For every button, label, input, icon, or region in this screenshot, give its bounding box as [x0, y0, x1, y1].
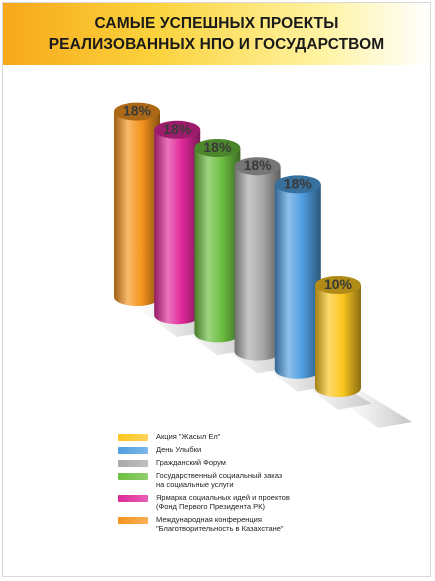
bar-body: [114, 111, 160, 306]
legend-label: Гражданский Форум: [156, 458, 226, 467]
chart-title-line-2: РЕАЛИЗОВАННЫХ НПО И ГОСУДАРСТВОМ: [48, 36, 385, 53]
bar-3: [194, 139, 241, 343]
legend-label: Акция "Жасыл Ел": [156, 432, 221, 441]
legend-swatch: [118, 517, 148, 524]
bar-top: [154, 120, 201, 139]
chart-title: САМЫЕ УСПЕШНЫХ ПРОЕКТЫ РЕАЛИЗОВАННЫХ НПО…: [3, 13, 430, 55]
bar-shadow: [332, 390, 412, 428]
legend-label: Международная конференция "Благотворител…: [156, 515, 284, 533]
legend-label: День Улыбки: [156, 445, 202, 454]
legend-label: Ярмарка социальных идей и проектов (Фонд…: [156, 493, 290, 511]
bar-body: [234, 166, 281, 361]
legend-item: Ярмарка социальных идей и проектов (Фонд…: [118, 493, 418, 511]
legend-item: Акция "Жасыл Ел": [118, 432, 418, 441]
bar-top: [315, 276, 361, 294]
data-label: 18%: [203, 139, 232, 155]
legend-swatch: [118, 460, 148, 467]
bar-body: [194, 148, 241, 343]
data-label: 10%: [324, 276, 353, 292]
legend-swatch: [118, 495, 148, 502]
legend-item: День Улыбки: [118, 445, 418, 454]
legend-label: Государственный социальный заказ на соци…: [156, 471, 283, 489]
legend-swatch: [118, 434, 148, 441]
legend-item: Гражданский Форум: [118, 458, 418, 467]
bar-body: [315, 285, 361, 397]
bar-5: [274, 175, 321, 379]
bar-top: [234, 157, 281, 176]
bar-top: [274, 175, 321, 194]
bar-4: [234, 157, 281, 361]
bar-body: [154, 129, 201, 325]
legend-swatch: [118, 447, 148, 454]
bar-top: [114, 102, 160, 121]
bar-6: [315, 276, 361, 397]
legend-item: Международная конференция "Благотворител…: [118, 515, 418, 533]
bar-top: [194, 139, 241, 157]
data-label: 18%: [163, 121, 192, 137]
data-label: 18%: [244, 157, 273, 173]
bar-body: [274, 184, 321, 379]
legend-swatch: [118, 473, 148, 480]
data-label: 18%: [123, 103, 152, 119]
legend-item: Государственный социальный заказ на соци…: [118, 471, 418, 489]
bar-1: [114, 102, 160, 306]
chart-title-line-1: САМЫЕ УСПЕШНЫХ ПРОЕКТЫ: [94, 15, 339, 32]
chart-legend: Акция "Жасыл Ел" День Улыбки Гражданский Ф…: [118, 432, 418, 537]
title-band: [3, 3, 430, 65]
data-label: 18%: [284, 175, 313, 191]
bar-2: [154, 120, 201, 325]
